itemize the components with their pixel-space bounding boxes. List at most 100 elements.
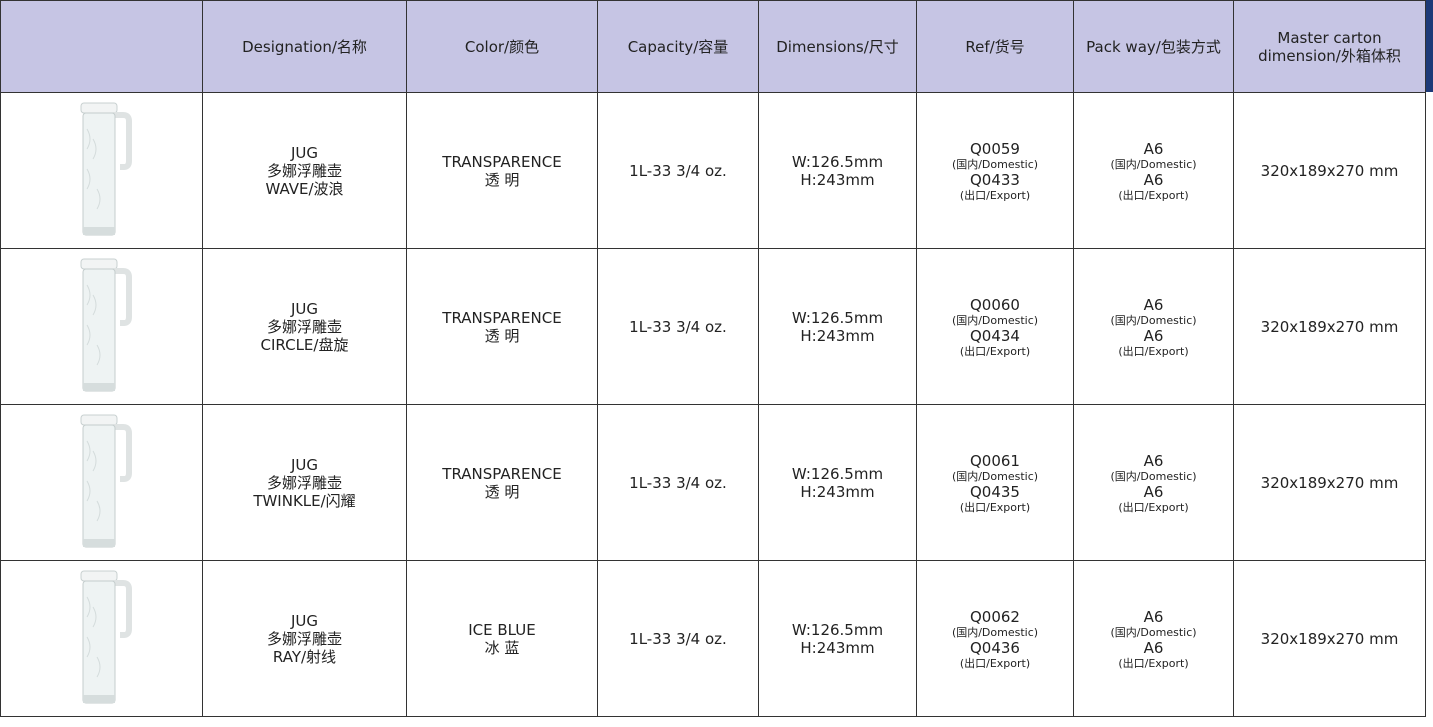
table-cell: JUG 多娜浮雕壶 CIRCLE/盘旋 [202, 248, 407, 405]
cell-line: TRANSPARENCE [442, 152, 562, 171]
table-cell: 320x189x270 mm [1233, 248, 1426, 405]
cell-line: TWINKLE/闪耀 [253, 491, 356, 510]
cell-line: Ref/货号 [965, 37, 1025, 56]
table-cell: W:126.5mm H:243mm [758, 248, 917, 405]
table-cell: A6 (国内/Domestic) A6 (出口/Export) [1073, 560, 1234, 717]
image-cell [0, 92, 203, 249]
image-cell [0, 560, 203, 717]
header-cell: Designation/名称 [202, 0, 407, 93]
cell-line: Master carton [1277, 28, 1382, 47]
cell-line: (国内/Domestic) [951, 469, 1039, 483]
image-cell [0, 248, 203, 405]
jug-image [80, 570, 132, 703]
table-cell: 1L-33 3/4 oz. [597, 560, 759, 717]
cell-line: 多娜浮雕壶 [266, 161, 342, 180]
cell-line: Color/颜色 [464, 37, 540, 56]
cell-line: (出口/Export) [1118, 656, 1189, 670]
jug-image [80, 102, 132, 235]
cell-line: 1L-33 3/4 oz. [629, 317, 727, 336]
header-cell: Capacity/容量 [597, 0, 759, 93]
table-cell: W:126.5mm H:243mm [758, 560, 917, 717]
cell-line: (国内/Domestic) [951, 157, 1039, 171]
header-cell: Dimensions/尺寸 [758, 0, 917, 93]
cell-line: A6 [1143, 638, 1164, 657]
cell-line: JUG [290, 299, 319, 318]
cell-line: 多娜浮雕壶 [266, 473, 342, 492]
cell-line: (国内/Domestic) [951, 625, 1039, 639]
cell-line: Pack way/包装方式 [1086, 37, 1221, 56]
cell-line: (国内/Domestic) [1110, 157, 1197, 171]
cell-line: H:243mm [800, 638, 875, 657]
cell-line: (国内/Domestic) [951, 313, 1039, 327]
table-row: JUG 多娜浮雕壶 WAVE/波浪 TRANSPARENCE 透 明 1L-33 3/4 … [0, 92, 1426, 249]
cell-line: A6 [1143, 295, 1164, 314]
cell-line: 320x189x270 mm [1260, 473, 1399, 492]
cell-line: A6 [1143, 482, 1164, 501]
cell-line: 320x189x270 mm [1260, 629, 1399, 648]
table-row: JUG 多娜浮雕壶 TWINKLE/闪耀 TRANSPARENCE 透 明 1L-33 3… [0, 404, 1426, 561]
cell-line: Q0433 [970, 170, 1020, 189]
cell-line: H:243mm [800, 482, 875, 501]
cell-line: JUG [290, 455, 319, 474]
table-cell: TRANSPARENCE 透 明 [406, 92, 598, 249]
cell-line: Q0060 [970, 295, 1020, 314]
cell-line: W:126.5mm [791, 464, 884, 483]
cell-line: dimension/外箱体积 [1258, 46, 1401, 65]
table-cell: A6 (国内/Domestic) A6 (出口/Export) [1073, 248, 1234, 405]
cell-line: CIRCLE/盘旋 [260, 335, 349, 354]
table-cell: 1L-33 3/4 oz. [597, 92, 759, 249]
cell-line: JUG [290, 611, 319, 630]
jug-image [80, 258, 132, 391]
cell-line: H:243mm [800, 326, 875, 345]
cell-line: TRANSPARENCE [442, 308, 562, 327]
cell-line: 冰 蓝 [484, 638, 520, 657]
table-cell: JUG 多娜浮雕壶 TWINKLE/闪耀 [202, 404, 407, 561]
cell-line: W:126.5mm [791, 308, 884, 327]
table-cell: Q0060 (国内/Domestic) Q0434 (出口/Export) [916, 248, 1074, 405]
cell-line: (出口/Export) [959, 188, 1031, 202]
cell-line: A6 [1143, 607, 1164, 626]
cell-line: A6 [1143, 170, 1164, 189]
table-cell: 1L-33 3/4 oz. [597, 404, 759, 561]
edge-strip [1426, 0, 1433, 92]
header-cell: Master carton dimension/外箱体积 [1233, 0, 1426, 93]
cell-line: 多娜浮雕壶 [266, 629, 342, 648]
table-cell: 1L-33 3/4 oz. [597, 248, 759, 405]
table-cell: Q0061 (国内/Domestic) Q0435 (出口/Export) [916, 404, 1074, 561]
table-cell: A6 (国内/Domestic) A6 (出口/Export) [1073, 404, 1234, 561]
table-cell: W:126.5mm H:243mm [758, 404, 917, 561]
cell-line: (出口/Export) [959, 500, 1031, 514]
cell-line: WAVE/波浪 [265, 179, 344, 198]
cell-line: A6 [1143, 326, 1164, 345]
table-cell: 320x189x270 mm [1233, 92, 1426, 249]
cell-line: Dimensions/尺寸 [776, 37, 899, 56]
cell-line: 1L-33 3/4 oz. [629, 629, 727, 648]
cell-line: Q0435 [970, 482, 1020, 501]
cell-line: 透 明 [484, 482, 520, 501]
cell-line: 1L-33 3/4 oz. [629, 161, 727, 180]
table-cell: Q0062 (国内/Domestic) Q0436 (出口/Export) [916, 560, 1074, 717]
cell-line: H:243mm [800, 170, 875, 189]
cell-line: A6 [1143, 139, 1164, 158]
table-cell: 320x189x270 mm [1233, 560, 1426, 717]
cell-line: (出口/Export) [959, 344, 1031, 358]
cell-line: RAY/射线 [272, 647, 337, 666]
table-cell: 320x189x270 mm [1233, 404, 1426, 561]
cell-line: (出口/Export) [1118, 344, 1189, 358]
cell-line: TRANSPARENCE [442, 464, 562, 483]
table-cell: ICE BLUE 冰 蓝 [406, 560, 598, 717]
cell-line: (出口/Export) [959, 656, 1031, 670]
cell-line: 1L-33 3/4 oz. [629, 473, 727, 492]
cell-line: Q0059 [970, 139, 1020, 158]
cell-line: 透 明 [484, 326, 520, 345]
cell-line: 320x189x270 mm [1260, 317, 1399, 336]
cell-line: Q0434 [970, 326, 1020, 345]
cell-line: Capacity/容量 [627, 37, 729, 56]
image-cell [0, 404, 203, 561]
cell-line: (国内/Domestic) [1110, 625, 1197, 639]
cell-line: W:126.5mm [791, 152, 884, 171]
cell-line: (国内/Domestic) [1110, 313, 1197, 327]
table-row: JUG 多娜浮雕壶 CIRCLE/盘旋 TRANSPARENCE 透 明 1L-33 3/… [0, 248, 1426, 405]
header-cell [0, 0, 203, 93]
